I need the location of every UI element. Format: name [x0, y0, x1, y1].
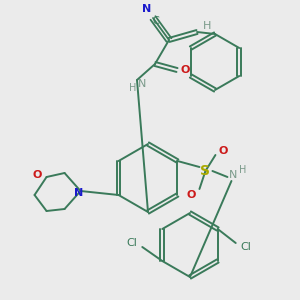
Text: N: N: [74, 188, 83, 198]
Text: H: H: [203, 21, 211, 31]
Text: O: O: [33, 170, 42, 180]
Text: Cl: Cl: [127, 238, 138, 248]
Text: H: H: [129, 83, 137, 93]
Text: Cl: Cl: [240, 242, 251, 252]
Text: N: N: [229, 170, 238, 180]
Text: N: N: [142, 4, 152, 14]
Text: S: S: [200, 164, 210, 178]
Text: O: O: [219, 146, 228, 156]
Text: N: N: [138, 79, 146, 89]
Text: O: O: [180, 65, 190, 75]
Text: H: H: [239, 165, 246, 175]
Text: O: O: [187, 190, 196, 200]
Text: C: C: [153, 16, 159, 26]
